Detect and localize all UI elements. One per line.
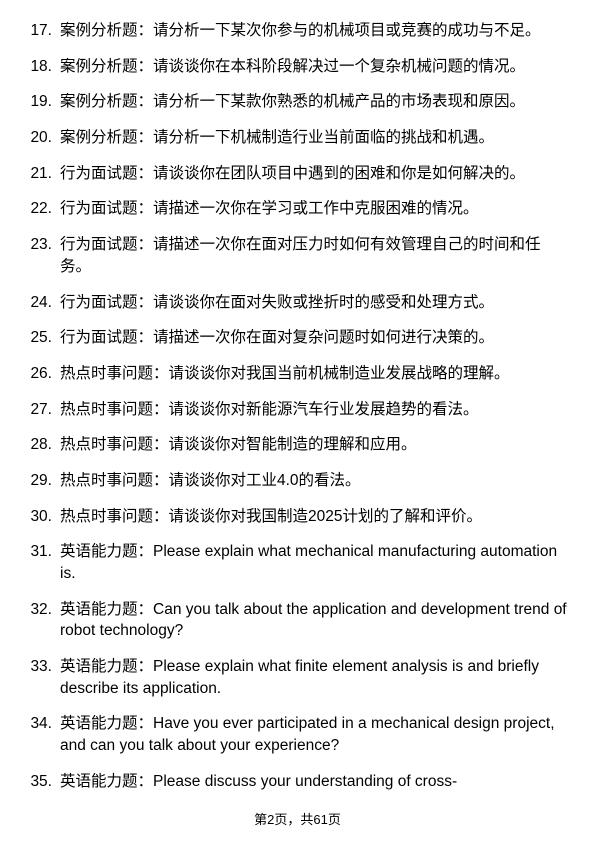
question-number: 34. (28, 713, 60, 735)
question-number: 20. (28, 127, 60, 149)
question-item: 21.行为面试题：请谈谈你在团队项目中遇到的困难和你是如何解决的。 (28, 163, 567, 185)
question-text: 行为面试题：请谈谈你在面对失败或挫折时的感受和处理方式。 (60, 292, 567, 314)
question-text: 英语能力题：Please discuss your understanding … (60, 771, 567, 793)
question-text: 热点时事问题：请谈谈你对新能源汽车行业发展趋势的看法。 (60, 399, 567, 421)
question-text: 案例分析题：请分析一下机械制造行业当前面临的挑战和机遇。 (60, 127, 567, 149)
question-number: 29. (28, 470, 60, 492)
question-text: 行为面试题：请描述一次你在面对复杂问题时如何进行决策的。 (60, 327, 567, 349)
question-text: 行为面试题：请谈谈你在团队项目中遇到的困难和你是如何解决的。 (60, 163, 567, 185)
question-item: 32.英语能力题：Can you talk about the applicat… (28, 599, 567, 642)
question-number: 25. (28, 327, 60, 349)
question-text: 英语能力题：Can you talk about the application… (60, 599, 567, 642)
question-number: 28. (28, 434, 60, 456)
question-number: 32. (28, 599, 60, 621)
question-text: 热点时事问题：请谈谈你对智能制造的理解和应用。 (60, 434, 567, 456)
question-number: 18. (28, 56, 60, 78)
question-text: 行为面试题：请描述一次你在面对压力时如何有效管理自己的时间和任务。 (60, 234, 567, 277)
question-item: 18.案例分析题：请谈谈你在本科阶段解决过一个复杂机械问题的情况。 (28, 56, 567, 78)
question-text: 英语能力题：Have you ever participated in a me… (60, 713, 567, 756)
question-text: 行为面试题：请描述一次你在学习或工作中克服困难的情况。 (60, 198, 567, 220)
question-text: 案例分析题：请谈谈你在本科阶段解决过一个复杂机械问题的情况。 (60, 56, 567, 78)
question-text: 案例分析题：请分析一下某款你熟悉的机械产品的市场表现和原因。 (60, 91, 567, 113)
question-item: 22.行为面试题：请描述一次你在学习或工作中克服困难的情况。 (28, 198, 567, 220)
question-item: 31.英语能力题：Please explain what mechanical … (28, 541, 567, 584)
question-text: 案例分析题：请分析一下某次你参与的机械项目或竞赛的成功与不足。 (60, 20, 567, 42)
question-text: 英语能力题：Please explain what finite element… (60, 656, 567, 699)
question-number: 19. (28, 91, 60, 113)
question-text: 热点时事问题：请谈谈你对我国当前机械制造业发展战略的理解。 (60, 363, 567, 385)
question-item: 35.英语能力题：Please discuss your understandi… (28, 771, 567, 793)
question-item: 24.行为面试题：请谈谈你在面对失败或挫折时的感受和处理方式。 (28, 292, 567, 314)
question-item: 23.行为面试题：请描述一次你在面对压力时如何有效管理自己的时间和任务。 (28, 234, 567, 277)
question-item: 20.案例分析题：请分析一下机械制造行业当前面临的挑战和机遇。 (28, 127, 567, 149)
question-item: 25.行为面试题：请描述一次你在面对复杂问题时如何进行决策的。 (28, 327, 567, 349)
question-number: 21. (28, 163, 60, 185)
question-text: 热点时事问题：请谈谈你对我国制造2025计划的了解和评价。 (60, 506, 567, 528)
question-item: 27.热点时事问题：请谈谈你对新能源汽车行业发展趋势的看法。 (28, 399, 567, 421)
question-text: 英语能力题：Please explain what mechanical man… (60, 541, 567, 584)
question-item: 33.英语能力题：Please explain what finite elem… (28, 656, 567, 699)
question-number: 30. (28, 506, 60, 528)
question-number: 23. (28, 234, 60, 256)
question-number: 24. (28, 292, 60, 314)
question-item: 26.热点时事问题：请谈谈你对我国当前机械制造业发展战略的理解。 (28, 363, 567, 385)
question-number: 35. (28, 771, 60, 793)
question-item: 30.热点时事问题：请谈谈你对我国制造2025计划的了解和评价。 (28, 506, 567, 528)
question-number: 31. (28, 541, 60, 563)
question-item: 19.案例分析题：请分析一下某款你熟悉的机械产品的市场表现和原因。 (28, 91, 567, 113)
question-number: 22. (28, 198, 60, 220)
question-number: 17. (28, 20, 60, 42)
question-item: 29.热点时事问题：请谈谈你对工业4.0的看法。 (28, 470, 567, 492)
question-number: 33. (28, 656, 60, 678)
question-number: 27. (28, 399, 60, 421)
page-footer: 第2页，共61页 (0, 809, 595, 828)
question-item: 28.热点时事问题：请谈谈你对智能制造的理解和应用。 (28, 434, 567, 456)
question-text: 热点时事问题：请谈谈你对工业4.0的看法。 (60, 470, 567, 492)
question-item: 34.英语能力题：Have you ever participated in a… (28, 713, 567, 756)
question-item: 17.案例分析题：请分析一下某次你参与的机械项目或竞赛的成功与不足。 (28, 20, 567, 42)
question-number: 26. (28, 363, 60, 385)
question-list: 17.案例分析题：请分析一下某次你参与的机械项目或竞赛的成功与不足。18.案例分… (28, 20, 567, 793)
